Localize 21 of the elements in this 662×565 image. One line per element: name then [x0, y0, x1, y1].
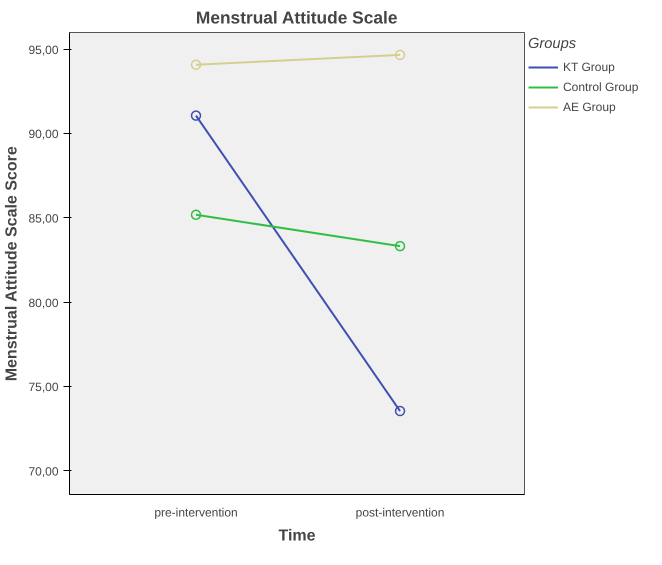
y-axis-title: Menstrual Attitude Scale Score	[3, 146, 20, 382]
x-tick-label: post-intervention	[356, 506, 444, 520]
x-axis-title: Time	[278, 528, 316, 544]
legend-label: Control Group	[563, 80, 638, 94]
legend-title: Groups	[528, 36, 578, 52]
legend-label: AE Group	[563, 100, 616, 114]
y-tick-label: 85,00	[28, 211, 59, 226]
y-tick-label: 90,00	[28, 127, 59, 142]
point	[190, 59, 202, 70]
y-tick-label: 70,00	[28, 464, 59, 478]
y-tick-label: 75,00	[28, 380, 59, 394]
point	[394, 50, 406, 60]
point	[394, 240, 406, 252]
point	[190, 210, 202, 220]
chart-title: Menstrual Attitude Scale	[196, 8, 398, 28]
legend-label: KT Group	[563, 60, 615, 74]
point	[190, 110, 202, 121]
point	[394, 406, 406, 416]
y-tick-label: 95,00	[28, 42, 59, 57]
y-tick-label: 80,00	[28, 296, 59, 310]
x-tick-label: pre-intervention	[154, 506, 238, 520]
